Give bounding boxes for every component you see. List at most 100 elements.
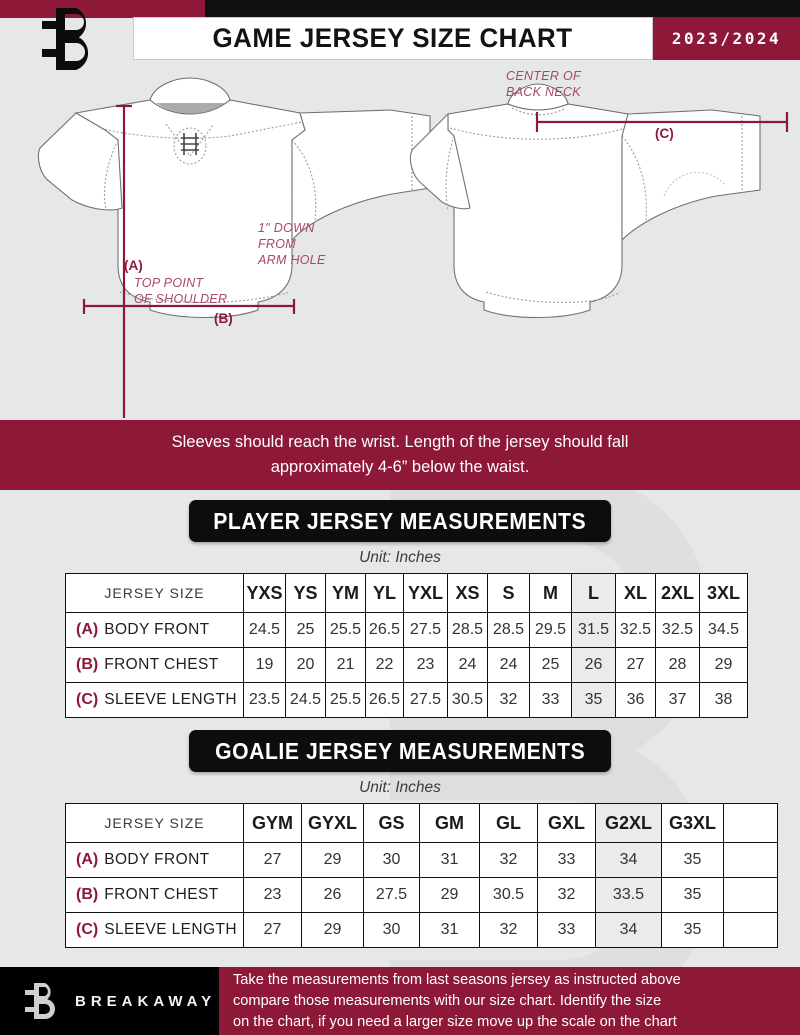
- cell-gs: 27.5: [363, 877, 420, 913]
- row-label: (B) FRONT CHEST: [65, 647, 244, 683]
- column-header-gs: GS: [363, 803, 420, 843]
- row-label-text: SLEEVE LENGTH: [104, 691, 237, 708]
- page-title: GAME JERSEY SIZE CHART: [212, 23, 574, 53]
- row-marker: (C): [76, 921, 99, 938]
- column-header-gm: GM: [419, 803, 480, 843]
- cell-yxs: 24.5: [243, 612, 286, 648]
- top-accent-bar: [0, 0, 800, 18]
- jersey-diagrams: (B) (A) 1" DOWN FROM ARM HOLE TOP POINT …: [0, 70, 800, 418]
- front-measure-lines: [82, 104, 296, 418]
- table-row: (A) BODY FRONT 24.5 25 25.5 26.5 27.5 28.5 28.5 2…: [65, 612, 748, 648]
- page-footer: BREAKAWAY Take the measurements from las…: [0, 967, 800, 1035]
- cell-xl: 27: [615, 647, 656, 683]
- row-label-text: FRONT CHEST: [104, 656, 219, 673]
- cell-3xl: 34.5: [699, 612, 748, 648]
- table-row: (A) BODY FRONT 27 29 30 31 32 33 34 35: [65, 842, 778, 878]
- cell-gym: 23: [243, 877, 302, 913]
- row-marker: (C): [76, 691, 99, 708]
- row-label: (A) BODY FRONT: [65, 612, 244, 648]
- cell-empty: [723, 912, 778, 948]
- cell-s: 24: [487, 647, 530, 683]
- cell-yl: 22: [365, 647, 404, 683]
- cell-gm: 31: [419, 842, 480, 878]
- sleeve-length-note: Sleeves should reach the wrist. Length o…: [0, 420, 800, 490]
- column-header-yxs: YXS: [243, 573, 286, 613]
- b-note-line1: 1" DOWN: [258, 221, 315, 235]
- cell-3xl: 38: [699, 682, 748, 718]
- cell-gxl: 32: [537, 877, 596, 913]
- cell-m: 29.5: [529, 612, 572, 648]
- goalie-measurements-table: JERSEY SIZE GYM GYXL GS GM GL GXL G2XL G3XL (A) BO…: [65, 803, 778, 948]
- goalie-measurements-table-wrap: JERSEY SIZE GYM GYXL GS GM GL GXL G2XL G3XL (A) BO…: [65, 803, 778, 948]
- cell-empty: [723, 842, 778, 878]
- cell-g3xl: 35: [661, 912, 724, 948]
- cell-gxl: 33: [537, 912, 596, 948]
- column-header-gyxl: GYXL: [301, 803, 364, 843]
- table-row: (C) SLEEVE LENGTH 23.5 24.5 25.5 26.5 27.5 30.5…: [65, 682, 748, 718]
- cell-3xl: 29: [699, 647, 748, 683]
- cell-ys: 20: [285, 647, 326, 683]
- column-header-yxl: YXL: [403, 573, 448, 613]
- cell-gm: 31: [419, 912, 480, 948]
- row-label: (B) FRONT CHEST: [65, 877, 244, 913]
- note-line-1: Sleeves should reach the wrist. Length o…: [171, 433, 629, 451]
- table-row: (B) FRONT CHEST 19 20 21 22 23 24 24 25 26 27 28 29: [65, 647, 748, 683]
- b-note-line3: ARM HOLE: [257, 253, 326, 267]
- column-header-s: S: [487, 573, 530, 613]
- cell-yxs: 19: [243, 647, 286, 683]
- table-row: (B) FRONT CHEST 23 26 27.5 29 30.5 32 33.5 35: [65, 877, 778, 913]
- row-label: (C) SLEEVE LENGTH: [65, 912, 244, 948]
- c-note-line1: CENTER OF: [506, 70, 582, 83]
- cell-s: 28.5: [487, 612, 530, 648]
- cell-xs: 28.5: [447, 612, 488, 648]
- cell-xs: 24: [447, 647, 488, 683]
- b-note-line2: FROM: [258, 237, 296, 251]
- jersey-front-illustration: [37, 77, 431, 318]
- cell-yl: 26.5: [365, 612, 404, 648]
- cell-xs: 30.5: [447, 682, 488, 718]
- column-header-ym: YM: [325, 573, 366, 613]
- column-header-gym: GYM: [243, 803, 302, 843]
- cell-gs: 30: [363, 842, 420, 878]
- row-label: (A) BODY FRONT: [65, 842, 244, 878]
- goalie-unit-label: Unit: Inches: [359, 779, 441, 796]
- cell-gyxl: 29: [301, 912, 364, 948]
- cell-empty: [723, 877, 778, 913]
- cell-yl: 26.5: [365, 682, 404, 718]
- column-header-yl: YL: [365, 573, 404, 613]
- breakaway-b-logo-icon: [42, 8, 89, 70]
- column-header-ys: YS: [285, 573, 326, 613]
- cell-2xl: 28: [655, 647, 700, 683]
- row-marker: (A): [76, 851, 99, 868]
- row-label-text: SLEEVE LENGTH: [104, 921, 237, 938]
- column-header-m: M: [529, 573, 572, 613]
- column-header-3xl: 3XL: [699, 573, 748, 613]
- cell-g2xl: 33.5: [595, 877, 662, 913]
- cell-l: 31.5: [571, 612, 616, 648]
- front-b-marker: (B): [214, 311, 233, 326]
- cell-g3xl: 35: [661, 877, 724, 913]
- breakaway-b-logo-icon: [25, 983, 55, 1019]
- cell-gl: 32: [479, 912, 538, 948]
- column-header-xl: XL: [615, 573, 656, 613]
- cell-gs: 30: [363, 912, 420, 948]
- page-title-box: GAME JERSEY SIZE CHART: [133, 17, 653, 60]
- cell-yxl: 27.5: [403, 612, 448, 648]
- cell-xl: 36: [615, 682, 656, 718]
- column-header-g2xl: G2XL: [595, 803, 662, 843]
- jersey-back-illustration: [409, 83, 761, 318]
- column-header-gxl: GXL: [537, 803, 596, 843]
- column-header-g3xl: G3XL: [661, 803, 724, 843]
- cell-ys: 24.5: [285, 682, 326, 718]
- cell-ys: 25: [285, 612, 326, 648]
- cell-s: 32: [487, 682, 530, 718]
- cell-l: 26: [571, 647, 616, 683]
- cell-gym: 27: [243, 842, 302, 878]
- footer-instructions: Take the measurements from last seasons …: [219, 967, 800, 1035]
- top-accent-bar-maroon: [0, 0, 205, 18]
- cell-m: 33: [529, 682, 572, 718]
- footer-line-2: compare those measurements with our size…: [233, 992, 662, 1009]
- cell-m: 25: [529, 647, 572, 683]
- footer-line-3: on the chart, if you need a larger size …: [233, 1013, 677, 1030]
- top-accent-bar-black: [205, 0, 800, 18]
